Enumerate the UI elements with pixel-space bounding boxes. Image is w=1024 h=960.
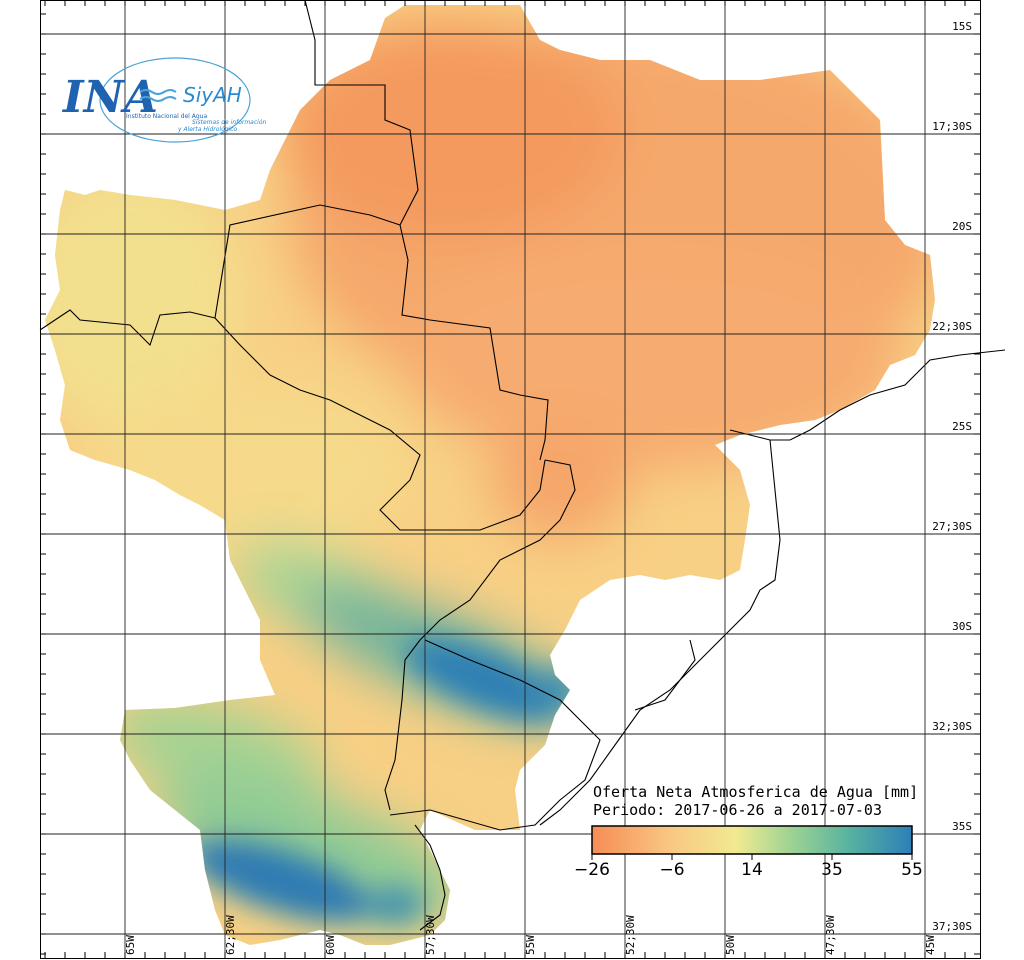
longitude-label: 62;30W	[224, 915, 237, 955]
logo-caption: Instituto Nacional del Agua	[126, 113, 207, 120]
latitude-label: 25S	[952, 420, 972, 433]
latitude-label: 17;30S	[932, 120, 972, 133]
legend-period: Periodo: 2017-06-26 a 2017-07-03	[593, 801, 882, 819]
political-borders	[39, 0, 1006, 931]
latitude-label: 37;30S	[932, 920, 972, 933]
logo-siyah: SiyAH	[183, 83, 242, 107]
latitude-labels: 15S 17;30S 20S 22;30S 25S 27;30S 30S 32;30S 35S 3…	[932, 20, 972, 933]
latitude-label: 20S	[952, 220, 972, 233]
longitude-label: 47;30W	[824, 915, 837, 955]
longitude-label: 60W	[324, 935, 337, 955]
logo-subcaption-2: y Alerta Hidrológico	[177, 126, 238, 133]
legend-tick: 14	[741, 860, 763, 880]
legend-tick: −6	[659, 860, 684, 880]
legend-colorbar	[591, 825, 913, 855]
longitude-label: 55W	[524, 935, 537, 955]
ina-siyah-logo: INA SiyAH Instituto Nacional del Agua Si…	[61, 57, 266, 143]
latitude-label: 22;30S	[932, 320, 972, 333]
longitude-label: 57;30W	[424, 915, 437, 955]
map-frame	[40, 0, 981, 959]
longitude-label: 45W	[924, 935, 937, 955]
latitude-label: 35S	[952, 820, 972, 833]
legend-tick: 35	[821, 860, 843, 880]
logo-subcaption-1: Sistemas de información	[192, 119, 266, 126]
longitude-label: 65W	[124, 935, 137, 955]
legend-tick: 55	[901, 860, 923, 880]
longitude-label: 52;30W	[624, 915, 637, 955]
legend-title: Oferta Neta Atmosferica de Agua [mm]	[593, 783, 918, 801]
latitude-label: 32;30S	[932, 720, 972, 733]
longitude-label: 50W	[724, 935, 737, 955]
latitude-label: 27;30S	[932, 520, 972, 533]
latitude-label: 30S	[952, 620, 972, 633]
longitude-labels: 65W 62;30W 60W 57;30W 55W 52;30W 50W 47;30W 45W	[124, 915, 937, 955]
latitude-label: 15S	[952, 20, 972, 33]
legend: Oferta Neta Atmosferica de Agua [mm] Per…	[574, 783, 923, 880]
legend-tick: −26	[574, 860, 610, 880]
